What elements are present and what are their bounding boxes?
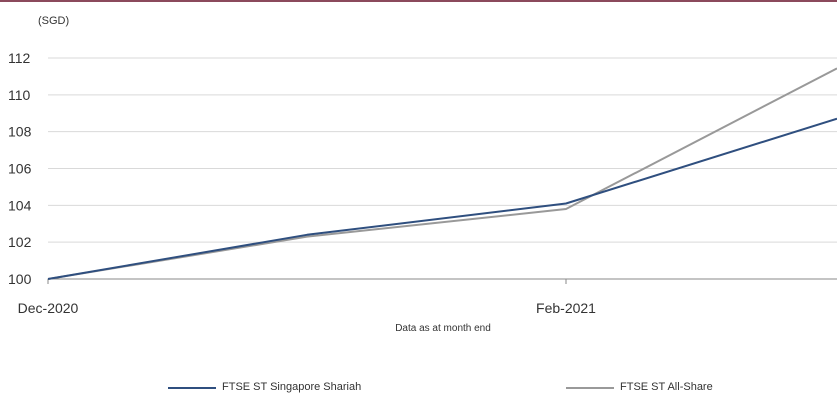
x-ticks: Dec-2020 Feb-2021	[18, 279, 596, 316]
y-tick-label: 112	[8, 50, 31, 66]
y-tick-label: 104	[8, 197, 32, 213]
series-line-1	[47, 67, 837, 280]
y-tick-label: 100	[8, 271, 32, 287]
legend-label-all-share: FTSE ST All-Share	[620, 381, 713, 393]
series-lines	[47, 67, 837, 280]
y-tick-label: 108	[8, 124, 32, 140]
gridlines	[48, 57, 837, 243]
y-unit-label: (SGD)	[38, 15, 69, 27]
y-tick-label: 106	[8, 161, 32, 177]
legend-swatch-shariah	[168, 386, 216, 389]
line-chart: (SGD) 100 102 104 106 108 110 112 Dec-2020 Feb-…	[8, 15, 837, 334]
legend: FTSE ST Singapore Shariah FTSE ST All-Sh…	[0, 381, 837, 395]
series-line-0	[47, 117, 837, 280]
top-border-rule	[0, 0, 837, 2]
legend-swatch-all-share	[566, 386, 614, 389]
y-tick-labels: 100 102 104 106 108 110 112	[8, 50, 32, 287]
legend-item-all-share: FTSE ST All-Share	[566, 381, 713, 394]
x-axis-title: Data as at month end	[395, 323, 491, 334]
legend-label-shariah: FTSE ST Singapore Shariah	[222, 381, 362, 393]
legend-item-shariah: FTSE ST Singapore Shariah	[168, 381, 361, 394]
x-tick-label: Feb-2021	[536, 300, 596, 316]
y-tick-label: 102	[8, 234, 32, 250]
x-tick-label: Dec-2020	[18, 300, 79, 316]
y-tick-label: 110	[8, 87, 31, 103]
